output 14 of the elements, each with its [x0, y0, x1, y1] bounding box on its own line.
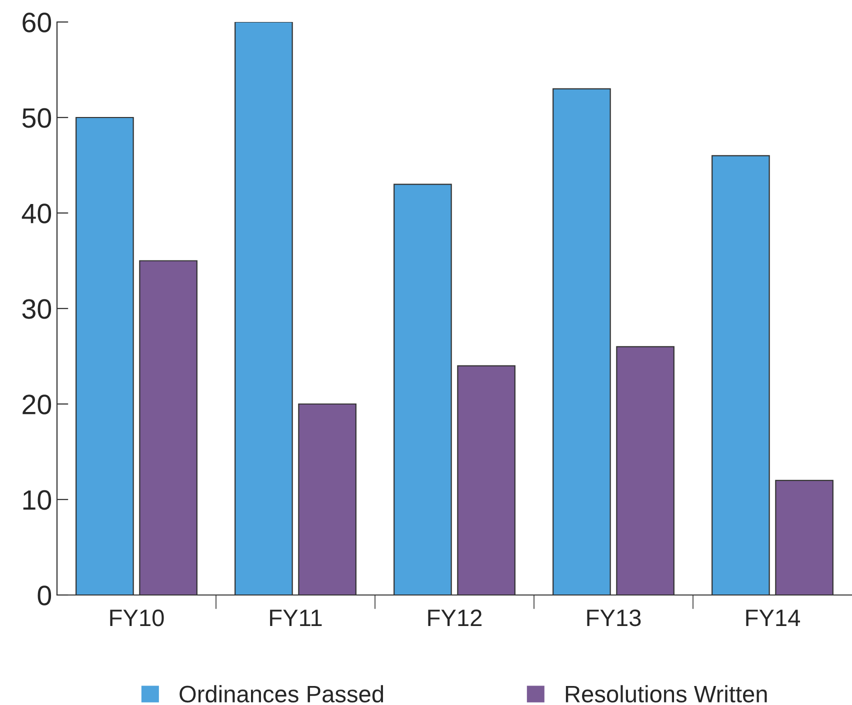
y-tick-label: 20: [22, 394, 52, 414]
y-tick-label: 30: [22, 299, 52, 319]
y-tick-label: 60: [22, 12, 52, 32]
x-tick-label: FY13: [587, 610, 641, 626]
legend-label: Resolutions Written: [566, 685, 767, 702]
y-tick-label: 10: [23, 490, 52, 510]
x-tick-label: FY12: [428, 610, 482, 626]
y-tick-label: 50: [22, 108, 52, 128]
legend-label: Ordinances Passed: [180, 685, 384, 702]
y-tick-label: 40: [22, 204, 52, 224]
x-tick-label: FY14: [746, 610, 800, 626]
x-tick-label: FY10: [110, 610, 164, 626]
x-tick-label: FY11: [270, 610, 322, 626]
y-tick-label: 0: [38, 586, 52, 606]
